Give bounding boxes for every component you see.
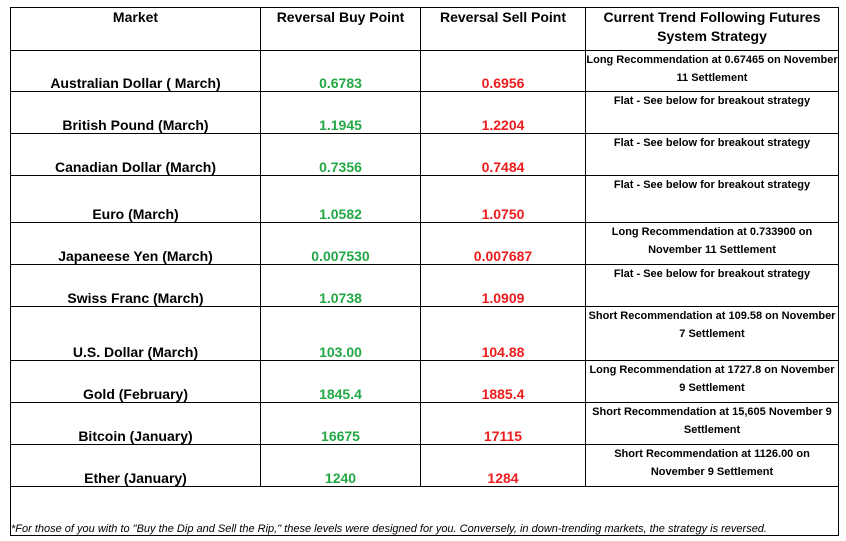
sell-point-cell: 1885.4 [420,360,586,403]
buy-point-cell: 1.1945 [260,91,421,134]
header-reversal-sell: Reversal Sell Point [420,7,586,51]
sell-point-cell: 0.6956 [420,50,586,92]
strategy-cell: Short Recommendation at 15,605 November … [585,402,839,445]
footnote-row: *For those of you with to "Buy the Dip a… [10,486,839,536]
futures-table-sheet: Market Reversal Buy Point Reversal Sell … [10,7,839,536]
header-strategy: Current Trend Following Futures System S… [585,7,839,51]
sell-point-cell: 104.88 [420,306,586,361]
strategy-cell: Long Recommendation at 0.67465 on Novemb… [585,50,839,92]
strategy-cell: Short Recommendation at 1126.00 on Novem… [585,444,839,487]
strategy-cell: Flat - See below for breakout strategy [585,175,839,223]
table-row: Swiss Franc (March) 1.0738 1.0909 Flat -… [10,264,839,307]
table-row: Gold (February) 1845.4 1885.4 Long Recom… [10,360,839,403]
buy-point-cell: 1.0582 [260,175,421,223]
sell-point-cell: 1.0750 [420,175,586,223]
market-cell: British Pound (March) [10,91,261,134]
buy-point-cell: 1240 [260,444,421,487]
sell-point-cell: 1.2204 [420,91,586,134]
table-row: Australian Dollar ( March) 0.6783 0.6956… [10,50,839,92]
market-cell: U.S. Dollar (March) [10,306,261,361]
market-cell: Bitcoin (January) [10,402,261,445]
buy-point-cell: 16675 [260,402,421,445]
table-row: British Pound (March) 1.1945 1.2204 Flat… [10,91,839,134]
market-cell: Euro (March) [10,175,261,223]
sell-point-cell: 1.0909 [420,264,586,307]
header-reversal-buy: Reversal Buy Point [260,7,421,51]
table-row: Ether (January) 1240 1284 Short Recommen… [10,444,839,487]
strategy-cell: Flat - See below for breakout strategy [585,133,839,176]
market-cell: Ether (January) [10,444,261,487]
buy-point-cell: 0.007530 [260,222,421,265]
strategy-cell: Long Recommendation at 0.733900 on Novem… [585,222,839,265]
reversal-points-table: Market Reversal Buy Point Reversal Sell … [10,7,839,536]
sell-point-cell: 0.007687 [420,222,586,265]
strategy-cell: Long Recommendation at 1727.8 on Novembe… [585,360,839,403]
strategy-cell: Flat - See below for breakout strategy [585,264,839,307]
sell-point-cell: 1284 [420,444,586,487]
strategy-cell: Short Recommendation at 109.58 on Novemb… [585,306,839,361]
buy-point-cell: 1.0738 [260,264,421,307]
table-row: Bitcoin (January) 16675 17115 Short Reco… [10,402,839,445]
header-market: Market [10,7,261,51]
market-cell: Japaneese Yen (March) [10,222,261,265]
market-cell: Canadian Dollar (March) [10,133,261,176]
table-row: Japaneese Yen (March) 0.007530 0.007687 … [10,222,839,265]
footnote: *For those of you with to "Buy the Dip a… [10,486,839,536]
market-cell: Gold (February) [10,360,261,403]
buy-point-cell: 103.00 [260,306,421,361]
sell-point-cell: 17115 [420,402,586,445]
buy-point-cell: 0.7356 [260,133,421,176]
buy-point-cell: 1845.4 [260,360,421,403]
strategy-cell: Flat - See below for breakout strategy [585,91,839,134]
table-row: Canadian Dollar (March) 0.7356 0.7484 Fl… [10,133,839,176]
table-row: Euro (March) 1.0582 1.0750 Flat - See be… [10,175,839,223]
market-cell: Swiss Franc (March) [10,264,261,307]
table-row: U.S. Dollar (March) 103.00 104.88 Short … [10,306,839,361]
sell-point-cell: 0.7484 [420,133,586,176]
header-row: Market Reversal Buy Point Reversal Sell … [10,7,839,51]
market-cell: Australian Dollar ( March) [10,50,261,92]
buy-point-cell: 0.6783 [260,50,421,92]
